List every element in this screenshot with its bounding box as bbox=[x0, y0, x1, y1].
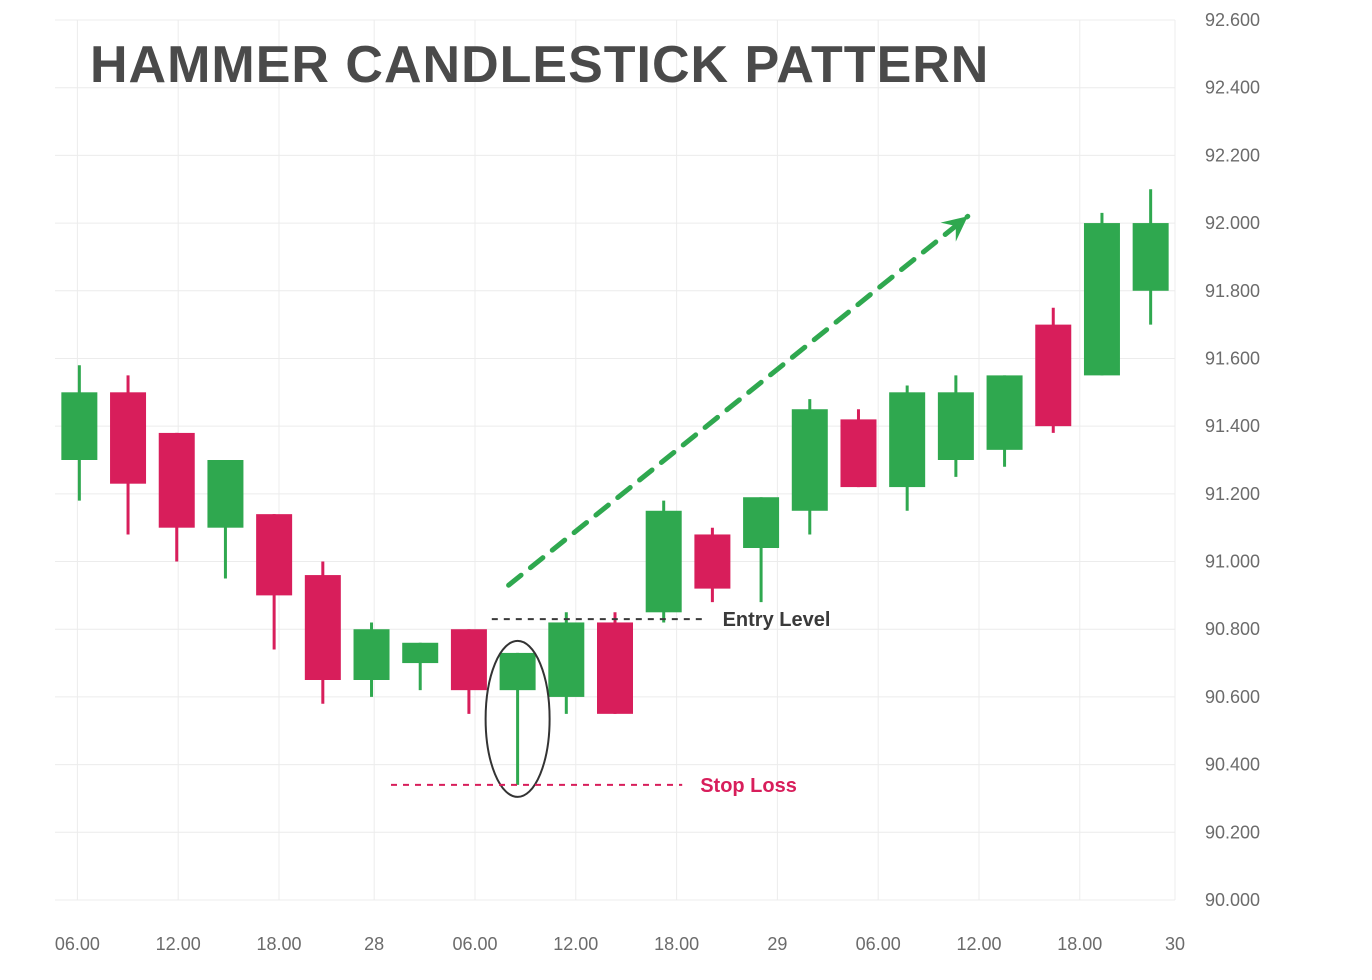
candlestick-chart: 92.600 92.400 92.200 92.000 91.800 91.600 91.4… bbox=[0, 0, 1372, 980]
candle bbox=[938, 392, 974, 460]
x-axis-label: 12.00 bbox=[156, 934, 201, 954]
candle bbox=[646, 511, 682, 613]
candle bbox=[402, 643, 438, 663]
candle bbox=[451, 629, 487, 690]
x-axis-label: 12.00 bbox=[956, 934, 1001, 954]
candle bbox=[1133, 223, 1169, 291]
y-axis-label: 91.000 bbox=[1205, 552, 1260, 572]
y-axis-label: 90.400 bbox=[1205, 755, 1260, 775]
hammer-candle bbox=[500, 653, 536, 690]
y-axis-label: 92.400 bbox=[1205, 78, 1260, 98]
y-axis-label: 91.800 bbox=[1205, 281, 1260, 301]
candle bbox=[694, 534, 730, 588]
candle bbox=[840, 419, 876, 487]
y-axis-label: 91.400 bbox=[1205, 416, 1260, 436]
y-axis-label: 90.200 bbox=[1205, 822, 1260, 842]
candle bbox=[159, 433, 195, 528]
stop-loss-label: Stop Loss bbox=[700, 775, 797, 797]
candle bbox=[548, 622, 584, 696]
x-axis-label: 06.00 bbox=[452, 934, 497, 954]
candle bbox=[743, 497, 779, 548]
y-axis-label: 91.200 bbox=[1205, 484, 1260, 504]
x-axis-label: 18.00 bbox=[1057, 934, 1102, 954]
x-axis-label: 29 bbox=[767, 934, 787, 954]
y-axis-label: 91.600 bbox=[1205, 348, 1260, 368]
candle bbox=[889, 392, 925, 487]
candle bbox=[110, 392, 146, 483]
x-axis-label: 28 bbox=[364, 934, 384, 954]
candle bbox=[305, 575, 341, 680]
x-axis-label: 12.00 bbox=[553, 934, 598, 954]
candle bbox=[987, 375, 1023, 449]
candle bbox=[792, 409, 828, 511]
candle bbox=[256, 514, 292, 595]
y-axis-label: 92.600 bbox=[1205, 10, 1260, 30]
candle bbox=[207, 460, 243, 528]
x-axis-label: 18.00 bbox=[256, 934, 301, 954]
y-axis-label: 92.200 bbox=[1205, 145, 1260, 165]
chart-container: 92.600 92.400 92.200 92.000 91.800 91.600 91.4… bbox=[0, 0, 1372, 980]
page-title: HAMMER CANDLESTICK PATTERN bbox=[90, 36, 989, 94]
y-axis-label: 90.800 bbox=[1205, 619, 1260, 639]
candle bbox=[597, 622, 633, 713]
candle bbox=[61, 392, 97, 460]
x-axis-label: 30 bbox=[1165, 934, 1185, 954]
y-axis-label: 90.000 bbox=[1205, 890, 1260, 910]
candle bbox=[1035, 325, 1071, 427]
candle bbox=[354, 629, 390, 680]
y-axis-label: 90.600 bbox=[1205, 687, 1260, 707]
x-axis-label: 06.00 bbox=[856, 934, 901, 954]
y-axis-label: 92.000 bbox=[1205, 213, 1260, 233]
x-axis-label: 06.00 bbox=[55, 934, 100, 954]
candle bbox=[1084, 223, 1120, 375]
entry-level-label: Entry Level bbox=[723, 609, 831, 631]
x-axis-label: 18.00 bbox=[654, 934, 699, 954]
